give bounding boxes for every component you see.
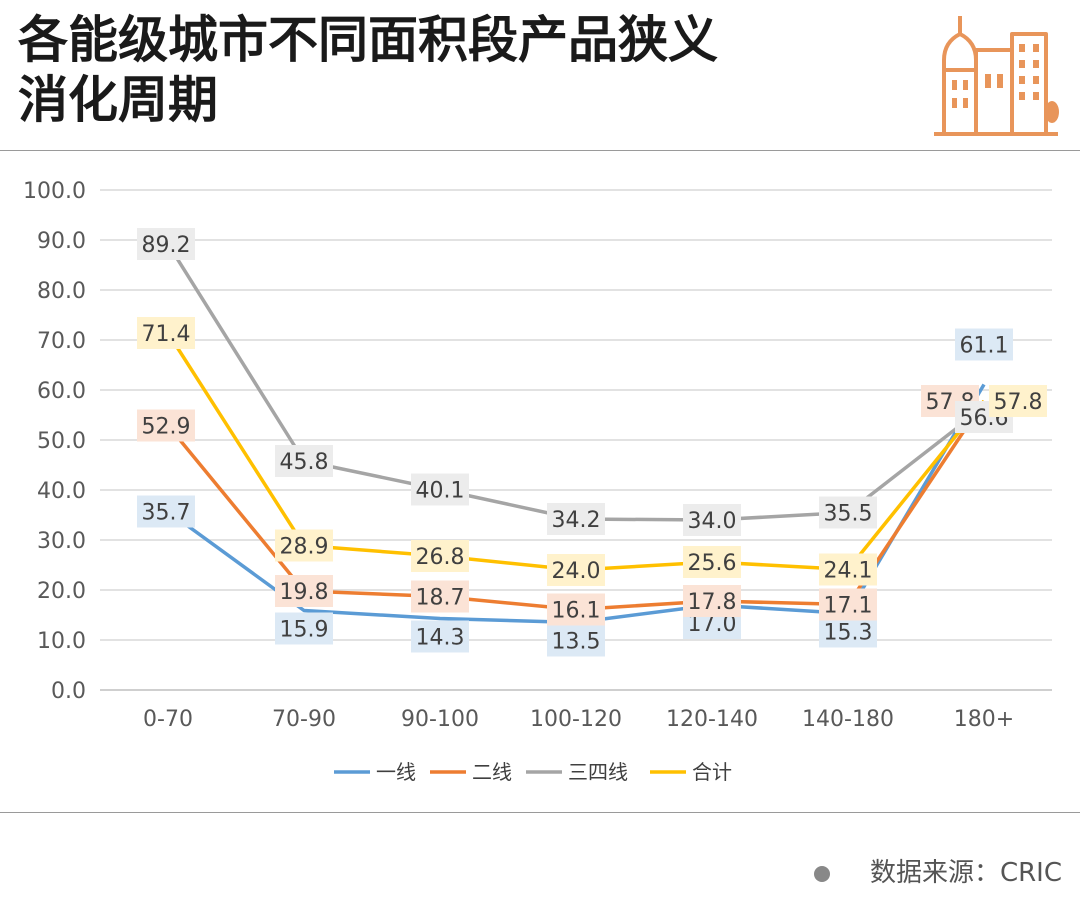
series-line bbox=[166, 243, 986, 522]
line-chart: 0.0 10.0 20.0 30.0 40.0 50.0 60.0 70.0 80.0 90.0 1… bbox=[23, 179, 1052, 784]
data-label-bg bbox=[547, 503, 605, 535]
y-tick-label: 80.0 bbox=[37, 279, 86, 304]
title-line-1: 各能级城市不同面积段产品狭义 bbox=[18, 11, 718, 69]
y-tick-label: 70.0 bbox=[37, 329, 86, 354]
legend-label: 一线 bbox=[376, 760, 416, 784]
legend-label: 三四线 bbox=[568, 760, 628, 784]
y-tick-label: 30.0 bbox=[37, 529, 86, 554]
data-label-bg bbox=[411, 540, 469, 572]
y-tick-label: 0.0 bbox=[51, 679, 86, 704]
footer-divider bbox=[0, 812, 1080, 813]
data-label: 89.2 bbox=[142, 233, 191, 258]
title-line-2: 消化周期 bbox=[18, 71, 218, 129]
data-label-bg bbox=[137, 409, 195, 442]
data-label-bg bbox=[819, 615, 877, 648]
x-tick-label: 100-120 bbox=[530, 707, 622, 732]
data-label-bg bbox=[547, 593, 605, 626]
data-label: 14.3 bbox=[416, 626, 465, 651]
city-buildings-icon bbox=[934, 16, 1059, 136]
legend-label: 合计 bbox=[692, 760, 732, 784]
data-label: 25.6 bbox=[688, 551, 737, 576]
data-label-bg bbox=[411, 620, 469, 653]
data-label: 34.2 bbox=[552, 508, 601, 533]
data-label-bg bbox=[137, 317, 195, 349]
data-label-bg bbox=[275, 612, 333, 645]
data-label: 28.9 bbox=[280, 535, 329, 560]
y-tick-label: 100.0 bbox=[23, 179, 86, 204]
source-text: 数据来源：CRIC bbox=[869, 858, 1062, 888]
data-label-bg bbox=[819, 588, 877, 621]
data-label-bg bbox=[275, 529, 333, 562]
x-tick-label: 90-100 bbox=[401, 707, 479, 732]
data-label-bg bbox=[275, 575, 333, 607]
data-label-bg bbox=[547, 554, 605, 586]
data-label: 16.1 bbox=[552, 599, 601, 624]
data-label: 61.1 bbox=[960, 334, 1009, 359]
data-label-bg bbox=[547, 624, 605, 657]
data-label-bg bbox=[137, 228, 195, 260]
data-label-bg bbox=[411, 580, 469, 613]
data-label: 57.8 bbox=[994, 390, 1043, 415]
data-label-bg bbox=[137, 495, 195, 528]
x-tick-label: 0-70 bbox=[143, 707, 193, 732]
data-label: 24.1 bbox=[824, 559, 873, 584]
data-label: 13.5 bbox=[552, 630, 601, 655]
data-label: 17.1 bbox=[824, 594, 873, 619]
data-label-bg bbox=[683, 585, 741, 617]
y-tick-label: 50.0 bbox=[37, 429, 86, 454]
chart-title: 各能级城市不同面积段产品狭义 消化周期 bbox=[18, 10, 918, 130]
data-label-bg bbox=[819, 553, 877, 586]
data-label: 45.8 bbox=[280, 450, 329, 475]
x-tick-label: 120-140 bbox=[666, 707, 758, 732]
data-label: 17.8 bbox=[688, 590, 737, 615]
data-label: 15.9 bbox=[280, 618, 329, 643]
data-label: 19.8 bbox=[280, 580, 329, 605]
x-tick-label: 70-90 bbox=[272, 707, 336, 732]
x-tick-label: 180+ bbox=[954, 707, 1014, 732]
data-label-bg bbox=[989, 385, 1047, 417]
data-label-bg bbox=[683, 504, 741, 536]
data-label-bg bbox=[683, 546, 741, 578]
data-label-bg bbox=[819, 496, 877, 529]
data-label: 18.7 bbox=[416, 586, 465, 611]
data-label: 40.1 bbox=[416, 479, 465, 504]
y-tick-label: 90.0 bbox=[37, 229, 86, 254]
data-label: 34.0 bbox=[688, 509, 737, 534]
y-tick-label: 20.0 bbox=[37, 579, 86, 604]
y-tick-label: 40.0 bbox=[37, 479, 86, 504]
y-tick-label: 10.0 bbox=[37, 629, 86, 654]
data-label: 24.0 bbox=[552, 559, 601, 584]
legend-label: 二线 bbox=[472, 760, 512, 784]
data-label: 35.7 bbox=[142, 501, 191, 526]
data-label: 71.4 bbox=[142, 322, 191, 347]
y-tick-label: 60.0 bbox=[37, 379, 86, 404]
data-label: 52.9 bbox=[142, 415, 191, 440]
bullet-icon bbox=[813, 865, 830, 882]
data-label-bg bbox=[275, 445, 333, 477]
source-note: 数据来源：CRIC bbox=[813, 852, 1062, 889]
header-divider bbox=[0, 150, 1080, 151]
x-tick-label: 140-180 bbox=[802, 707, 894, 732]
data-label: 35.5 bbox=[824, 502, 873, 527]
data-label-bg bbox=[411, 473, 469, 506]
data-label: 15.3 bbox=[824, 621, 873, 646]
data-label-bg bbox=[955, 328, 1013, 361]
data-label: 26.8 bbox=[416, 545, 465, 570]
